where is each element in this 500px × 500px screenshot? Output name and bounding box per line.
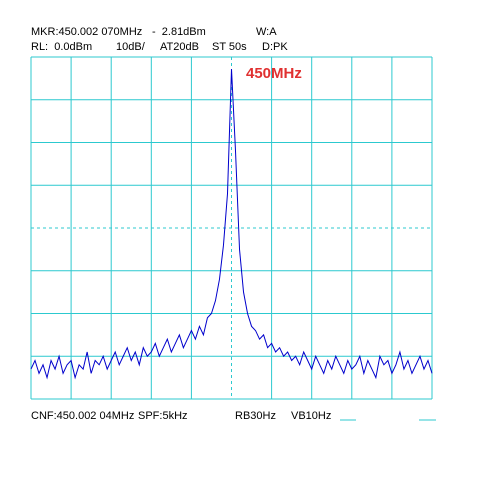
- trace-mode: W:A: [256, 26, 277, 38]
- span: SPF:5kHz: [138, 410, 188, 422]
- detector: D:PK: [262, 41, 288, 53]
- marker-level: - 2.81dBm: [152, 26, 206, 38]
- ref-level: RL: 0.0dBm: [31, 41, 92, 53]
- scale: 10dB/: [116, 41, 146, 53]
- sweep-time: ST 50s: [212, 41, 247, 53]
- attenuation: AT20dB: [160, 41, 199, 53]
- center-freq: CNF:450.002 04MHz: [31, 410, 134, 422]
- trace: [30, 68, 433, 380]
- marker-freq: MKR:450.002 070MHz: [31, 26, 142, 38]
- vbw: VB10Hz: [291, 410, 331, 422]
- rbw: RB30Hz: [235, 410, 276, 422]
- annotation: 450MHz: [246, 65, 302, 82]
